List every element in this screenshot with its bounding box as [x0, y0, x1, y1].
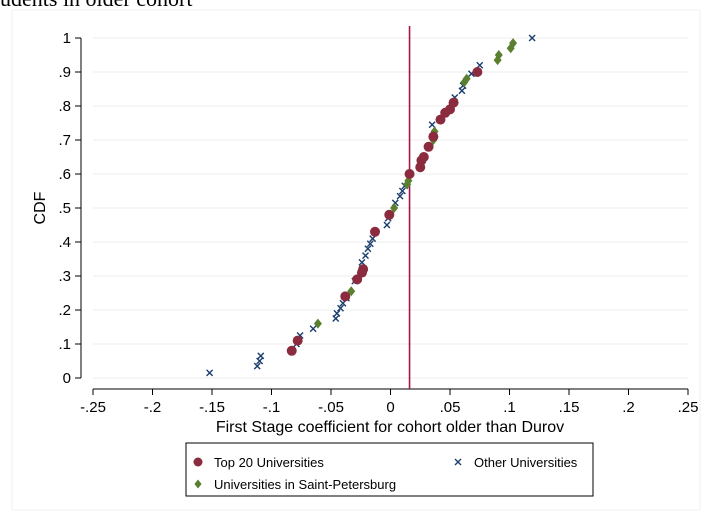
y-tick-label: .9 — [58, 64, 71, 81]
data-point-x — [396, 192, 404, 200]
data-point-x — [257, 352, 265, 360]
data-point-x — [428, 121, 436, 129]
x-tick-label: -.2 — [144, 399, 162, 416]
data-point-x — [337, 304, 345, 312]
legend-marker-x — [454, 458, 462, 466]
x-tick-label: .1 — [503, 399, 516, 416]
x-tick-label: .05 — [440, 399, 461, 416]
data-point-x — [309, 325, 317, 333]
data-point-circle — [358, 264, 369, 275]
y-tick-label: .6 — [58, 166, 71, 183]
data-point-circle — [340, 291, 351, 302]
data-point-circle — [472, 67, 483, 77]
x-tick-label: 0 — [386, 399, 394, 416]
x-tick-label: .25 — [678, 399, 699, 416]
data-point-circle — [423, 141, 434, 152]
x-tick-label: .2 — [622, 399, 635, 416]
gridlines — [93, 37, 688, 379]
x-tick-label: -.05 — [318, 399, 344, 416]
legend-label: Other Universities — [474, 455, 578, 470]
x-axis-title: First Stage coefficient for cohort older… — [216, 419, 564, 436]
data-point-x — [253, 362, 261, 370]
data-point-x — [383, 221, 391, 229]
data-point-x — [458, 87, 466, 95]
data-point-x — [333, 309, 341, 317]
y-tick-label: .3 — [58, 268, 71, 285]
data-point-circle — [428, 131, 439, 142]
y-tick-label: .1 — [58, 336, 71, 353]
data-point-x — [256, 357, 264, 365]
data-point-diamond — [509, 38, 518, 49]
legend: Top 20 Universities Other Universities Uni… — [185, 442, 594, 497]
axes: 0 .1 .2 .3 .4 .5 .6 .7 .8 .9 1 -.25 -.2 -.15 -.1 -.05 0.… — [58, 30, 698, 416]
x-tick-label: .15 — [559, 399, 580, 416]
data-point-x — [528, 34, 536, 42]
legend-entries: Top 20 Universities Other Universities Uni… — [193, 455, 578, 492]
data-point-circle — [418, 152, 429, 162]
data-point-circle — [404, 169, 415, 179]
legend-marker-circle — [193, 457, 203, 467]
y-tick-label: .4 — [58, 234, 71, 251]
data-point-diamond — [494, 50, 503, 60]
x-tick-label: -.25 — [80, 399, 106, 416]
chart-title-fragment: udents in older cohort — [0, 0, 192, 12]
legend-box — [185, 442, 594, 497]
data-point-x — [362, 252, 370, 260]
data-point-circle — [370, 226, 381, 237]
y-tick-label: .5 — [58, 200, 71, 217]
y-tick-label: .2 — [58, 302, 71, 319]
data-point-diamond — [313, 318, 322, 329]
data-point-circle — [286, 345, 297, 356]
plot-frame — [11, 9, 701, 511]
x-tick-label: -.15 — [199, 399, 225, 416]
data-point-x — [366, 240, 374, 248]
legend-label: Top 20 Universities — [214, 455, 324, 470]
data-point-circle — [384, 209, 395, 220]
y-tick-label: .8 — [58, 98, 71, 115]
legend-label: Universities in Saint-Petersburg — [214, 477, 396, 492]
data-point-diamond — [390, 203, 399, 213]
data-point-circle — [448, 97, 459, 108]
data-point-x — [364, 245, 372, 253]
data-point-x — [332, 315, 340, 322]
data-point-x — [206, 369, 214, 377]
legend-marker-diamond — [194, 479, 202, 489]
data-point-x — [398, 187, 406, 195]
data-points — [206, 34, 536, 377]
y-tick-label: 1 — [63, 30, 71, 47]
x-tick-label: -.1 — [263, 399, 281, 416]
y-tick-label: 0 — [63, 370, 71, 387]
y-tick-label: .7 — [58, 132, 71, 149]
y-axis-title: CDF — [32, 191, 49, 224]
data-point-diamond — [462, 73, 471, 84]
data-point-circle — [292, 335, 303, 346]
